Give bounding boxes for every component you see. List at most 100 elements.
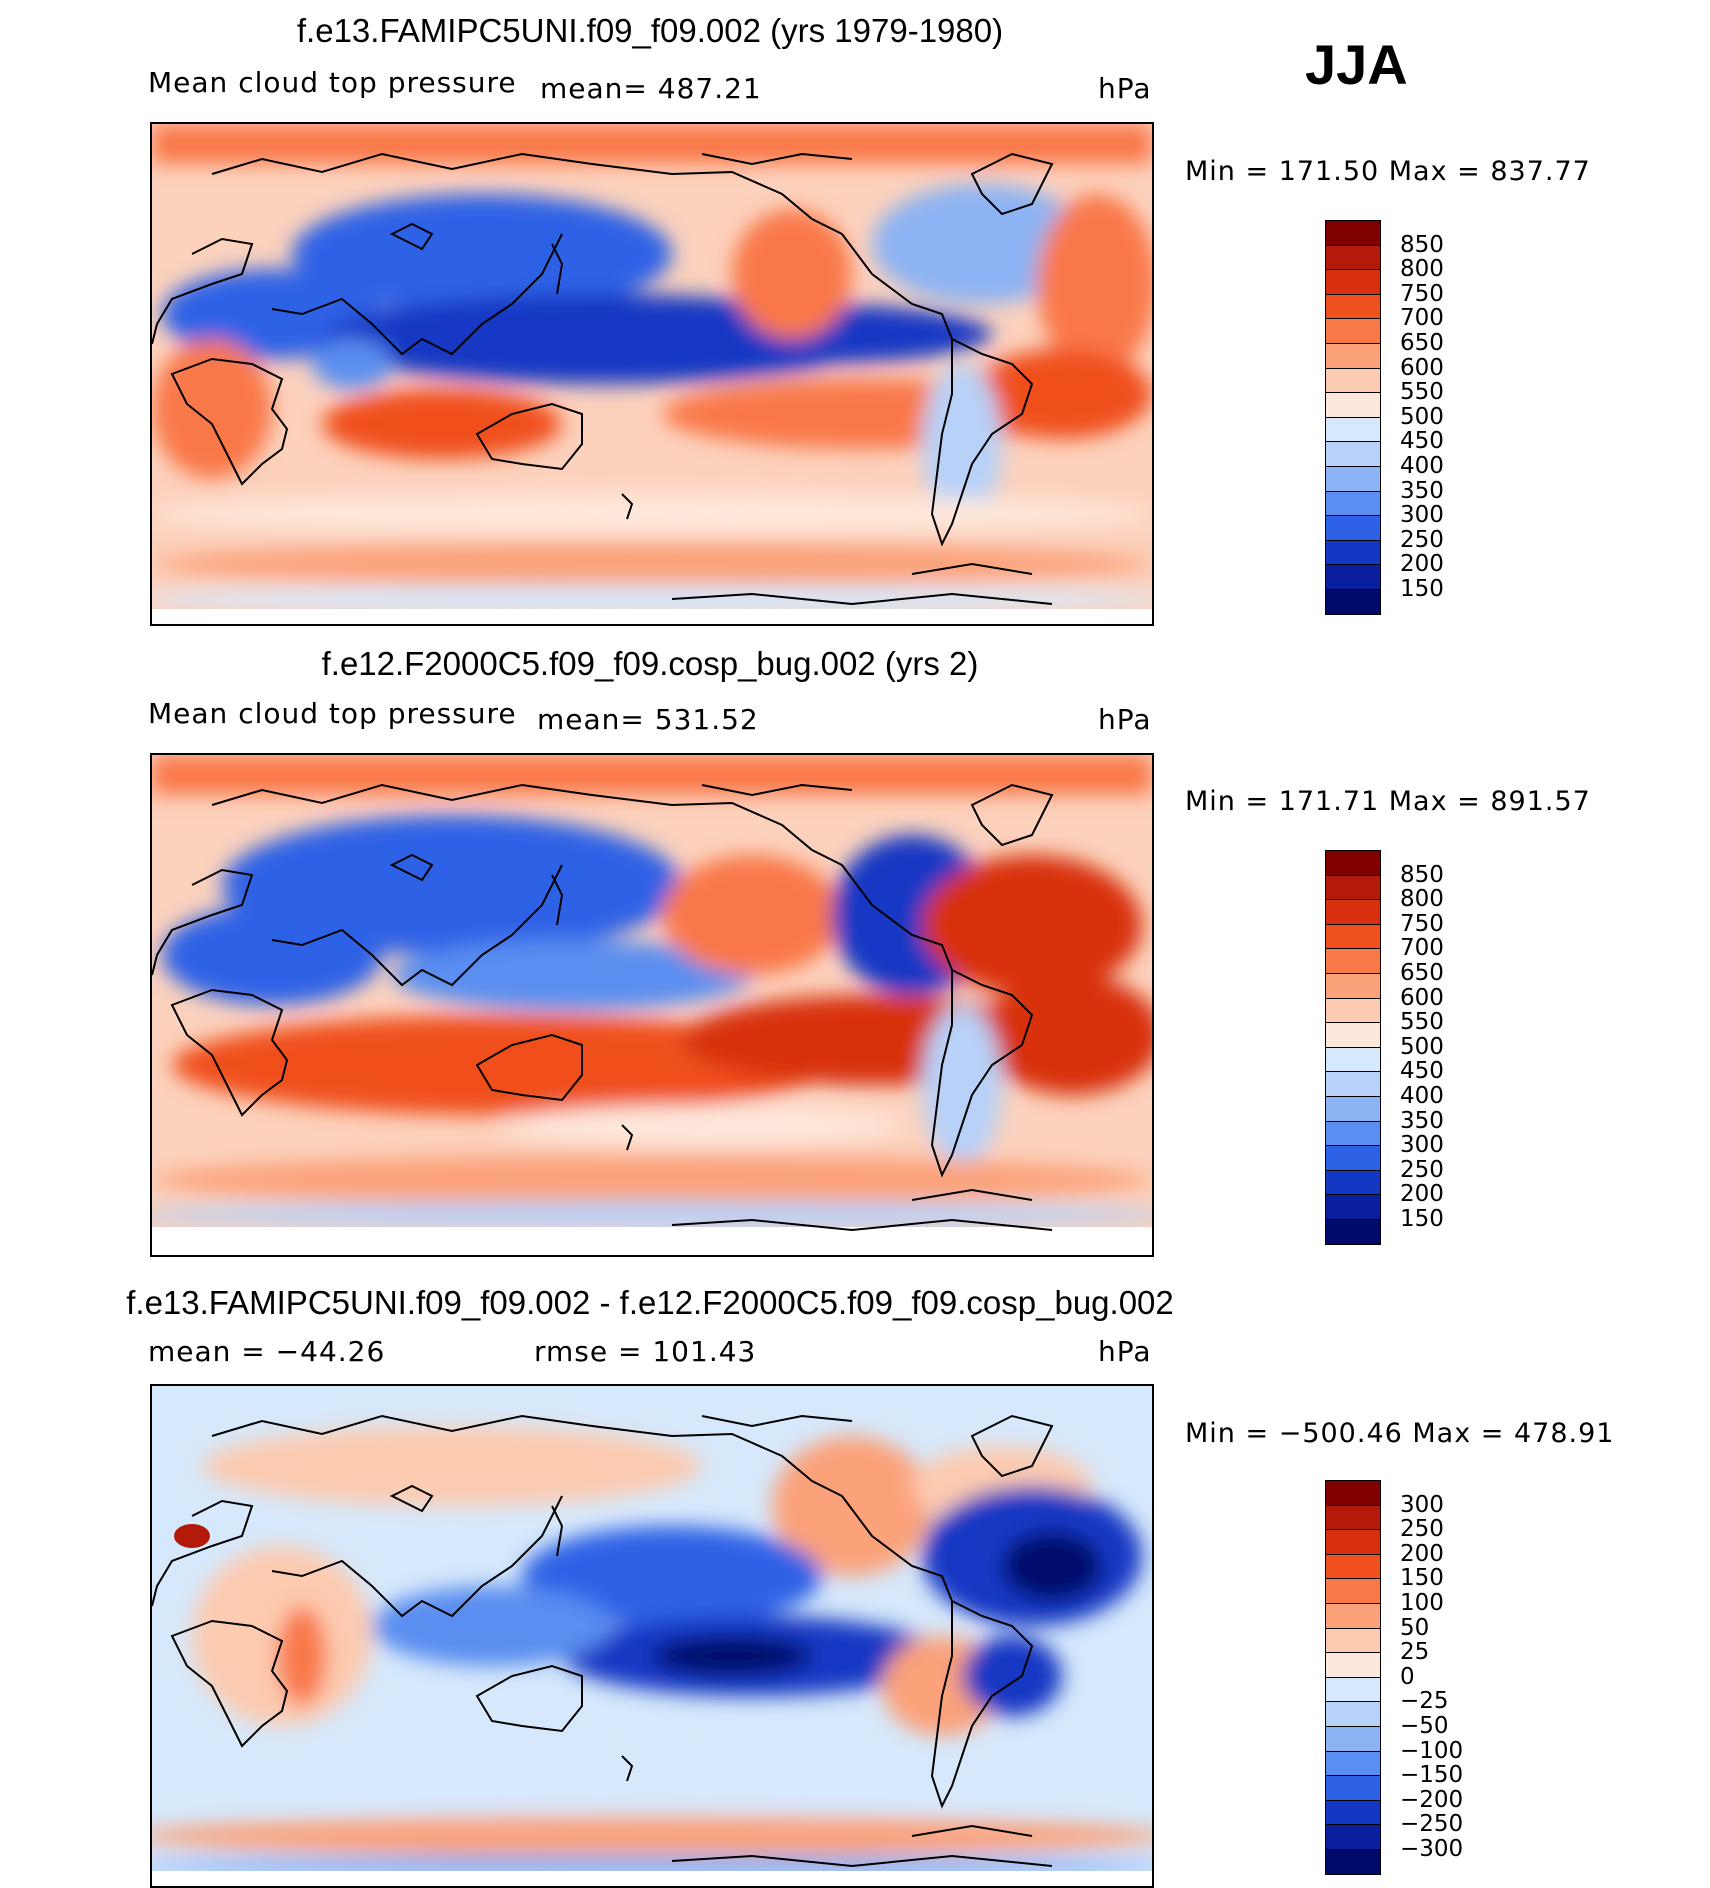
colorbar-swatch xyxy=(1325,1676,1381,1703)
colorbar-swatch xyxy=(1325,293,1381,320)
colorbar-swatch xyxy=(1325,973,1381,999)
colorbar-swatch xyxy=(1325,515,1381,541)
colorbar-label: 350 xyxy=(1400,477,1444,504)
panel-1-variable: Mean cloud top pressure xyxy=(148,66,517,99)
season-label: JJA xyxy=(1305,33,1408,96)
colorbar-swatch xyxy=(1325,948,1381,974)
colorbar-swatch xyxy=(1325,220,1381,246)
colorbar-swatch xyxy=(1325,1627,1381,1654)
colorbar-label: −300 xyxy=(1400,1836,1464,1862)
colorbar-label: 650 xyxy=(1400,960,1444,986)
panel-2-colorbar: 850 800 750 700 650 600 550 500 450 400 350 300 250 2… xyxy=(1325,850,1444,1245)
colorbar-swatch xyxy=(1325,1578,1381,1604)
colorbar-label: 800 xyxy=(1400,886,1444,913)
colorbar-swatch xyxy=(1325,1120,1381,1147)
colorbar-swatch xyxy=(1325,1022,1381,1048)
colorbar-swatch xyxy=(1325,589,1381,615)
colorbar-label: 400 xyxy=(1400,453,1444,479)
colorbar-swatch xyxy=(1325,1799,1381,1826)
colorbar-label: 150 xyxy=(1400,1565,1444,1592)
colorbar-swatch xyxy=(1325,441,1381,467)
colorbar-swatch xyxy=(1325,318,1381,344)
colorbar-swatch xyxy=(1325,923,1381,950)
colorbar-label: 200 xyxy=(1400,1181,1444,1208)
panel-2-title: f.e12.F2000C5.f09_f09.cosp_bug.002 (yrs … xyxy=(321,645,979,682)
colorbar-label: 250 xyxy=(1400,1516,1444,1543)
panel-1-colorbar: 850 800 750 700 650 600 550 500 450 400 350 300 250 2… xyxy=(1325,220,1444,615)
colorbar-label: 600 xyxy=(1400,354,1444,381)
colorbar-swatch xyxy=(1325,899,1381,925)
colorbar-swatch xyxy=(1325,1849,1381,1875)
panel-1-minmax: Min = 171.50 Max = 837.77 xyxy=(1185,156,1591,187)
colorbar-swatch xyxy=(1325,1219,1381,1245)
colorbar-label: 650 xyxy=(1400,330,1444,356)
colorbar-label: 400 xyxy=(1400,1083,1444,1109)
colorbar-swatch xyxy=(1325,244,1381,271)
colorbar-label: 100 xyxy=(1400,1590,1444,1616)
colorbar-swatch xyxy=(1325,1504,1381,1531)
colorbar-swatch xyxy=(1325,1726,1381,1752)
colorbar-label: 750 xyxy=(1400,910,1444,937)
panel-2-minmax: Min = 171.71 Max = 891.57 xyxy=(1185,786,1591,817)
colorbar-swatch xyxy=(1325,1824,1381,1850)
colorbar-label: 250 xyxy=(1400,526,1444,553)
panel-2-mean: mean= 531.52 xyxy=(537,703,759,736)
panel-2-variable: Mean cloud top pressure xyxy=(148,697,517,730)
colorbar-label: 450 xyxy=(1400,428,1444,455)
colorbar-swatch xyxy=(1325,1603,1381,1629)
colorbar-swatch xyxy=(1325,392,1381,418)
colorbar-label: 200 xyxy=(1400,551,1444,578)
colorbar-label: 550 xyxy=(1400,379,1444,406)
colorbar-swatch xyxy=(1325,1194,1381,1220)
colorbar-label: 550 xyxy=(1400,1009,1444,1036)
colorbar-swatch xyxy=(1325,850,1381,876)
colorbar-label: 700 xyxy=(1400,305,1444,332)
colorbar-swatch xyxy=(1325,367,1381,394)
colorbar-swatch xyxy=(1325,1145,1381,1171)
panel-2-map xyxy=(150,753,1154,1257)
colorbar-swatch xyxy=(1325,343,1381,369)
colorbar-label: 350 xyxy=(1400,1107,1444,1134)
panel-1-units: hPa xyxy=(1098,72,1152,105)
colorbar-label: −150 xyxy=(1400,1762,1464,1789)
colorbar-swatch xyxy=(1325,1553,1381,1580)
colorbar-label: −250 xyxy=(1400,1811,1464,1838)
colorbar-label: 300 xyxy=(1400,1491,1444,1518)
colorbar-label: 300 xyxy=(1400,1132,1444,1159)
colorbar-swatch xyxy=(1325,539,1381,566)
colorbar-label: 500 xyxy=(1400,1033,1444,1060)
colorbar-label: 800 xyxy=(1400,256,1444,283)
panel-1-map xyxy=(150,122,1154,626)
panel-3-colorbar: 300 250 200 150 100 50 25 0 −25 −50 −100 −150 −200 −2… xyxy=(1325,1480,1463,1875)
colorbar-swatch xyxy=(1325,1480,1381,1506)
colorbar-label: 150 xyxy=(1400,576,1444,602)
colorbar-swatch xyxy=(1325,1096,1381,1122)
colorbar-label: 250 xyxy=(1400,1156,1444,1183)
panel-1-mean: mean= 487.21 xyxy=(540,72,762,105)
panel-2-units: hPa xyxy=(1098,703,1152,736)
colorbar-label: −50 xyxy=(1400,1713,1449,1739)
colorbar-label: 50 xyxy=(1400,1614,1430,1641)
colorbar-swatch xyxy=(1325,1529,1381,1555)
colorbar-swatch xyxy=(1325,490,1381,517)
colorbar-swatch xyxy=(1325,1775,1381,1801)
colorbar-label: 450 xyxy=(1400,1058,1444,1085)
colorbar-label: 150 xyxy=(1400,1206,1444,1232)
panel-3-mean: mean = −44.26 xyxy=(148,1335,386,1368)
colorbar-label: 850 xyxy=(1400,231,1444,258)
panel-3-minmax: Min = −500.46 Max = 478.91 xyxy=(1185,1418,1615,1449)
colorbar-label: 25 xyxy=(1400,1639,1430,1666)
colorbar-label: 0 xyxy=(1400,1663,1415,1690)
colorbar-label: −100 xyxy=(1400,1737,1464,1764)
colorbar-label: 500 xyxy=(1400,403,1444,430)
colorbar-swatch xyxy=(1325,1169,1381,1196)
panel-3-title: f.e13.FAMIPC5UNI.f09_f09.002 - f.e12.F20… xyxy=(126,1284,1174,1321)
panel-3-map xyxy=(150,1384,1154,1888)
colorbar-label: 700 xyxy=(1400,935,1444,962)
colorbar-swatch xyxy=(1325,1701,1381,1727)
colorbar-label: 750 xyxy=(1400,280,1444,307)
colorbar-swatch xyxy=(1325,466,1381,492)
colorbar-swatch xyxy=(1325,1750,1381,1777)
panel-3-rmse: rmse = 101.43 xyxy=(534,1335,757,1368)
colorbar-swatch xyxy=(1325,1652,1381,1678)
